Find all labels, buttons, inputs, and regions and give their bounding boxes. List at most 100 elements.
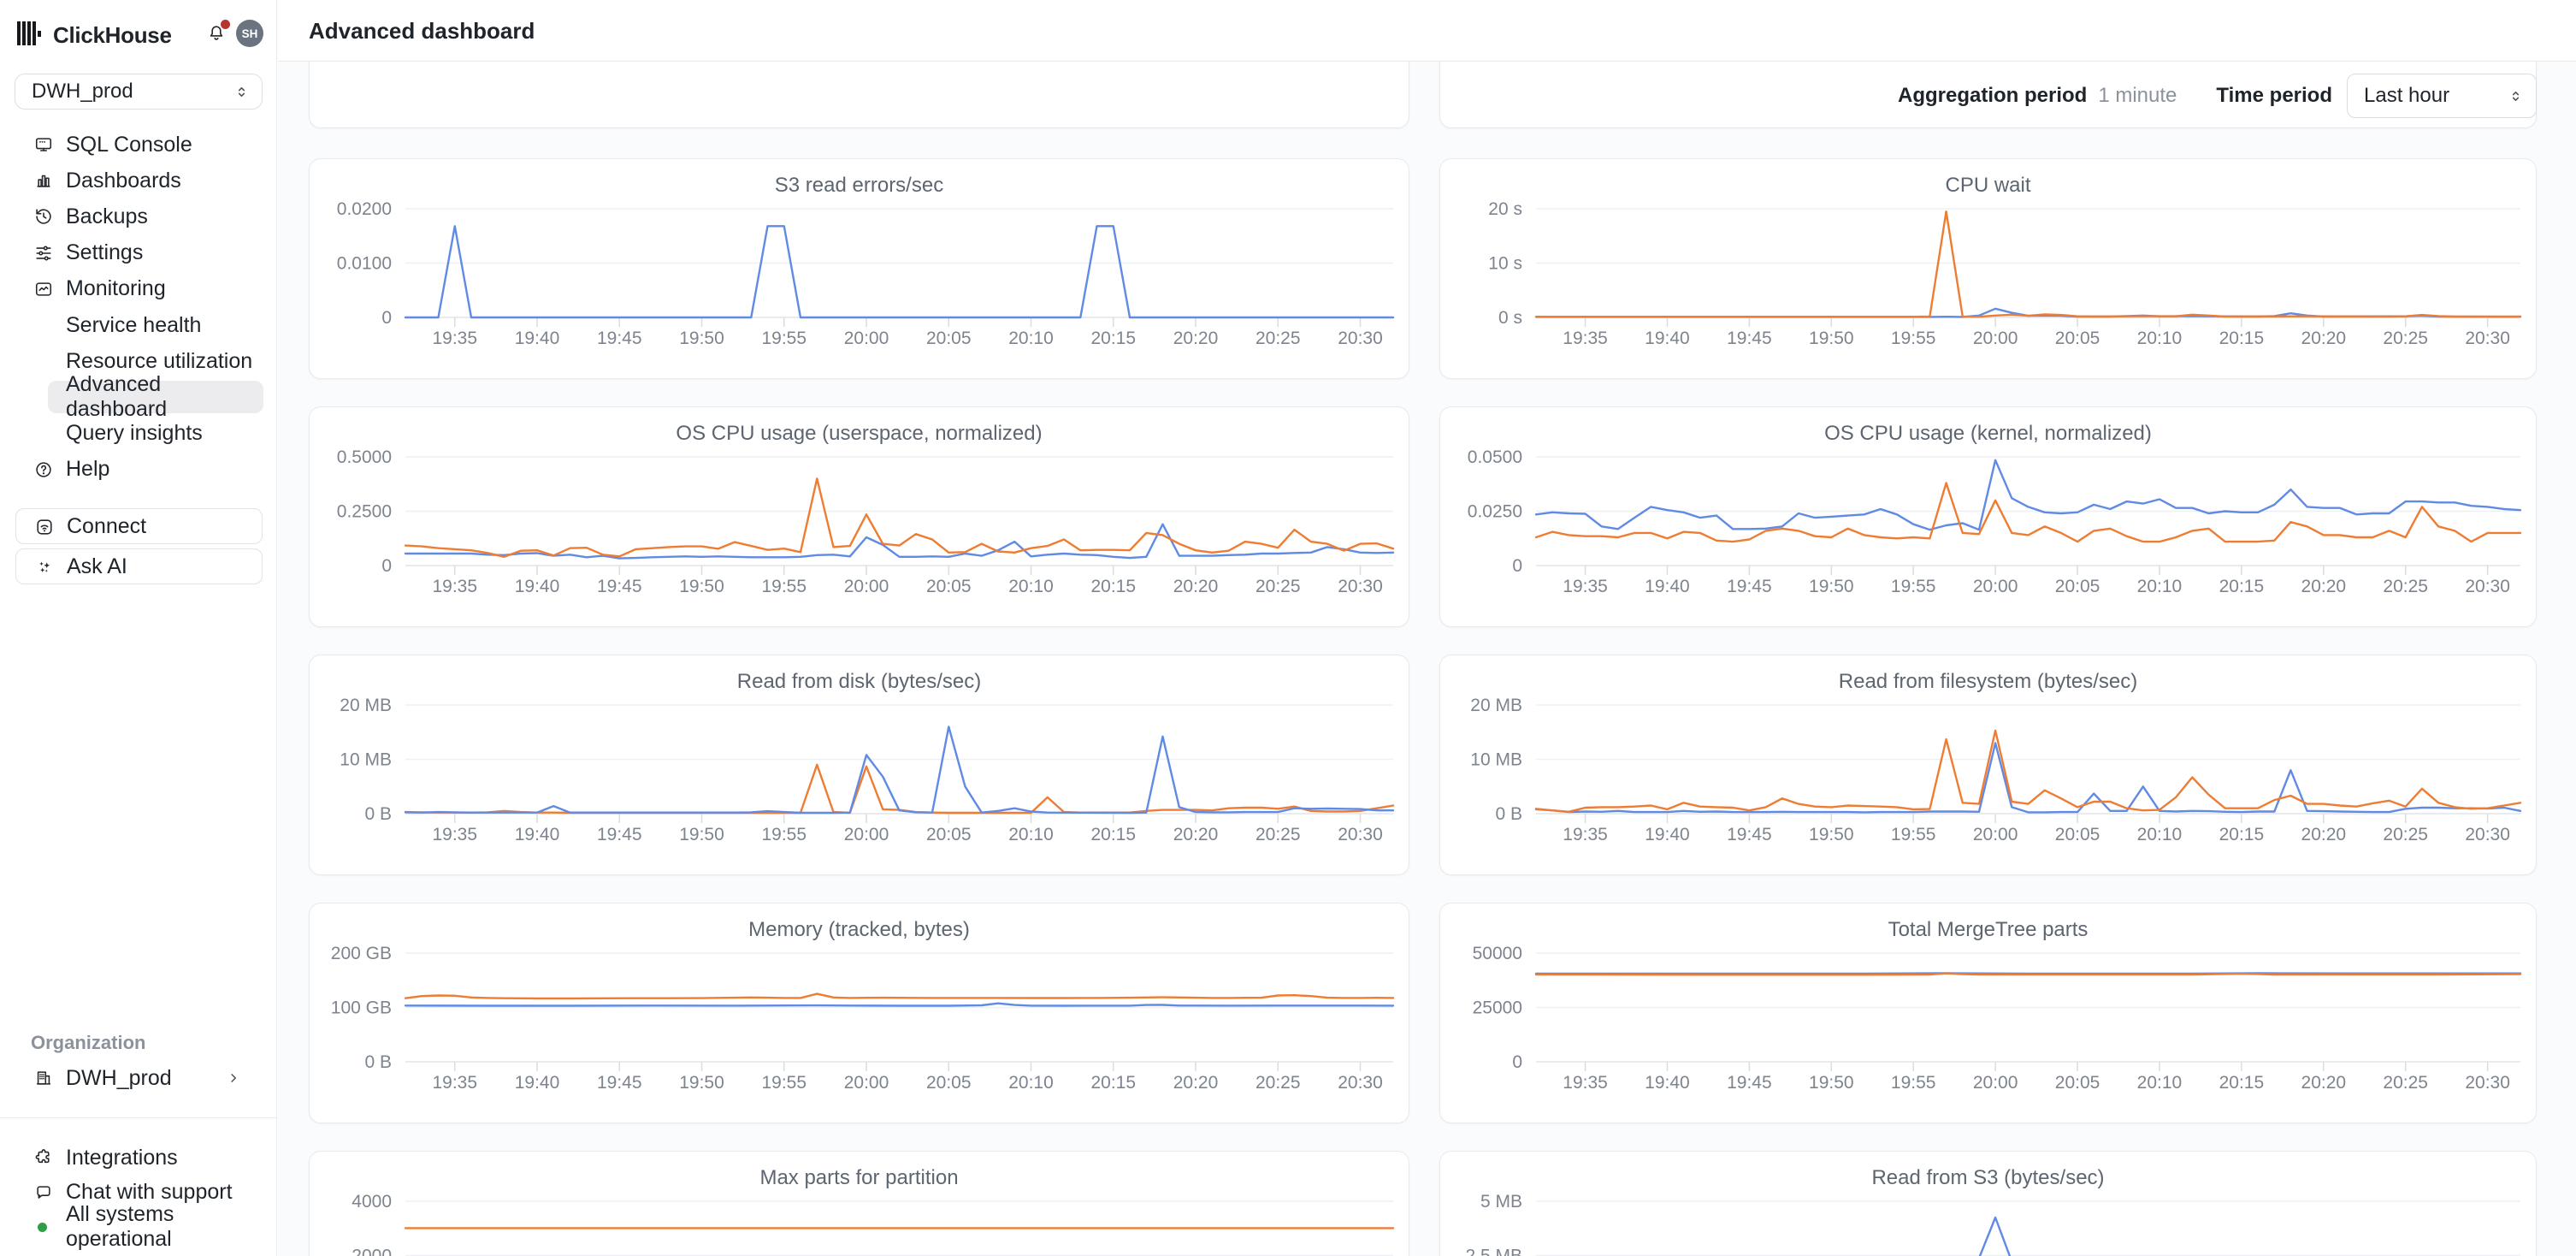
svg-text:20:30: 20:30: [2465, 577, 2510, 596]
svg-text:20:30: 20:30: [1338, 825, 1383, 844]
chevron-up-down-icon: [2512, 91, 2520, 101]
ask-ai-button[interactable]: Ask AI: [15, 548, 263, 584]
sidebar-item-label: Dashboards: [66, 168, 181, 193]
aggregation-period-label: Aggregation period: [1898, 84, 2088, 107]
sidebar-item-chat-with-support[interactable]: Chat with support: [14, 1176, 263, 1210]
sidebar-item-advanced-dashboard[interactable]: Advanced dashboard: [14, 372, 263, 421]
chart-card-read-from-s3-bytes-sec: Read from S3 (bytes/sec)5 MB2.5 MB0 B19:…: [1439, 1151, 2537, 1256]
svg-text:19:45: 19:45: [597, 329, 642, 348]
svg-text:10 MB: 10 MB: [1470, 750, 1522, 770]
sidebar-item-sql-console[interactable]: SQL Console: [14, 127, 263, 163]
chart-card-max-parts-for-partition: Max parts for partition40002000019:3519:…: [309, 1151, 1409, 1256]
svg-text:200 GB: 200 GB: [331, 944, 392, 963]
puzzle-icon: [34, 1148, 53, 1167]
sidebar-item-label: Service health: [66, 312, 202, 337]
svg-text:20:30: 20:30: [1338, 577, 1383, 596]
sidebar-item-backups[interactable]: Backups: [14, 198, 263, 234]
dashboards-icon: [34, 171, 53, 190]
sidebar-item-resource-utilization[interactable]: Resource utilization: [14, 343, 263, 379]
svg-text:20:00: 20:00: [1973, 1073, 2018, 1093]
sidebar-item-label: Integrations: [66, 1145, 178, 1170]
monitoring-icon: [34, 280, 53, 299]
svg-text:20:05: 20:05: [2055, 1073, 2100, 1093]
svg-text:5 MB: 5 MB: [1480, 1192, 1522, 1212]
svg-text:19:40: 19:40: [515, 329, 560, 348]
sidebar-item-query-insights[interactable]: Query insights: [14, 416, 263, 452]
chart-card-os-cpu-usage-userspace-normalized: OS CPU usage (userspace, normalized) 0.50…: [309, 406, 1409, 627]
button-label: Ask AI: [67, 554, 127, 578]
user-avatar-button[interactable]: SH: [236, 20, 263, 47]
sidebar-item-label: Resource utilization: [66, 348, 253, 373]
series-blue: [404, 523, 1395, 560]
sidebar-item-service-health[interactable]: Service health: [14, 307, 263, 343]
connect-button[interactable]: Connect: [15, 508, 263, 544]
sidebar: ClickHouse SH DWH_prod SQL Console Dashbo…: [0, 0, 277, 1256]
svg-text:19:45: 19:45: [597, 577, 642, 596]
svg-text:19:45: 19:45: [597, 825, 642, 844]
svg-text:0.0200: 0.0200: [337, 199, 392, 219]
sidebar-item-monitoring[interactable]: Monitoring: [14, 271, 263, 307]
help-icon: [34, 460, 53, 479]
svg-text:20:00: 20:00: [844, 329, 889, 348]
svg-text:20:25: 20:25: [1256, 329, 1301, 348]
sidebar-item-label: Query insights: [66, 421, 203, 446]
svg-text:19:50: 19:50: [679, 577, 724, 596]
sidebar-item-label: Help: [66, 457, 110, 482]
svg-text:10 s: 10 s: [1488, 254, 1522, 274]
series-blue: [404, 225, 1395, 319]
svg-text:50000: 50000: [1473, 944, 1522, 963]
series-orange: [404, 992, 1395, 1000]
series-blue: [404, 726, 1395, 815]
series-blue: [1534, 742, 2522, 814]
chevron-right-icon: [226, 1070, 241, 1086]
svg-text:20:20: 20:20: [2301, 329, 2347, 348]
svg-text:0.0250: 0.0250: [1468, 502, 1522, 522]
sidebar-item-label: Backups: [66, 204, 148, 228]
svg-text:0: 0: [1512, 1052, 1522, 1072]
svg-text:100 GB: 100 GB: [331, 998, 392, 1018]
svg-text:19:50: 19:50: [679, 1073, 724, 1093]
svg-text:19:40: 19:40: [515, 1073, 560, 1093]
notifications-bell-icon[interactable]: [206, 23, 227, 44]
svg-text:20:15: 20:15: [1090, 329, 1136, 348]
sidebar-item-all-systems-operational[interactable]: All systems operational: [14, 1202, 263, 1251]
series-blue: [404, 1002, 1395, 1007]
svg-text:19:35: 19:35: [1563, 825, 1608, 844]
svg-text:20:00: 20:00: [844, 577, 889, 596]
organization-item[interactable]: DWH_prod: [14, 1060, 263, 1096]
sidebar-item-integrations[interactable]: Integrations: [14, 1140, 263, 1175]
svg-text:20:20: 20:20: [1173, 1073, 1219, 1093]
svg-text:20:10: 20:10: [1008, 1073, 1054, 1093]
svg-text:19:35: 19:35: [1563, 577, 1608, 596]
svg-text:0: 0: [1512, 556, 1522, 576]
top-header: Advanced dashboard: [278, 0, 2576, 62]
svg-text:20:10: 20:10: [2137, 825, 2183, 844]
sidebar-item-settings[interactable]: Settings: [14, 235, 263, 271]
chart-card-cpu-wait: CPU wait 20 s 10 s 0 s 19:35 19:40 19:45 19:50 1…: [1439, 158, 2537, 379]
chart-plot-total-mergetree-parts: Total MergeTree parts 50000 25000 0 19:35 19:…: [1473, 918, 2522, 1093]
svg-text:20:20: 20:20: [1173, 825, 1219, 844]
svg-text:20:20: 20:20: [2301, 825, 2347, 844]
svg-text:20:15: 20:15: [2219, 577, 2265, 596]
sidebar-item-help[interactable]: Help: [14, 452, 263, 488]
console-icon: [34, 135, 53, 154]
logo-row: ClickHouse SH: [0, 0, 276, 65]
svg-text:19:45: 19:45: [1727, 825, 1772, 844]
svg-text:20:10: 20:10: [2137, 329, 2183, 348]
svg-text:0 B: 0 B: [364, 1052, 392, 1072]
sidebar-item-dashboards[interactable]: Dashboards: [14, 163, 263, 198]
time-period-select[interactable]: Last hour: [2347, 74, 2537, 118]
selected-item-background: [48, 381, 263, 414]
svg-text:0 B: 0 B: [364, 804, 392, 824]
sidebar-item-label: Chat with support: [66, 1180, 233, 1204]
series-orange: [1534, 482, 2522, 543]
svg-text:20:10: 20:10: [1008, 825, 1054, 844]
service-selector[interactable]: DWH_prod: [15, 74, 263, 110]
status-ok-dot-icon: [38, 1223, 47, 1232]
svg-text:20:25: 20:25: [2383, 1073, 2428, 1093]
chart-plot-s3-read-errors-sec: S3 read errors/sec 0.0200 0.0100 0 19:35 19:4…: [337, 174, 1395, 348]
svg-text:25000: 25000: [1473, 998, 1522, 1018]
chart-plot-max-parts-for-partition: Max parts for partition40002000019:3519:…: [352, 1166, 1395, 1256]
chevron-up-down-icon: [238, 86, 245, 97]
svg-text:19:55: 19:55: [761, 329, 806, 348]
